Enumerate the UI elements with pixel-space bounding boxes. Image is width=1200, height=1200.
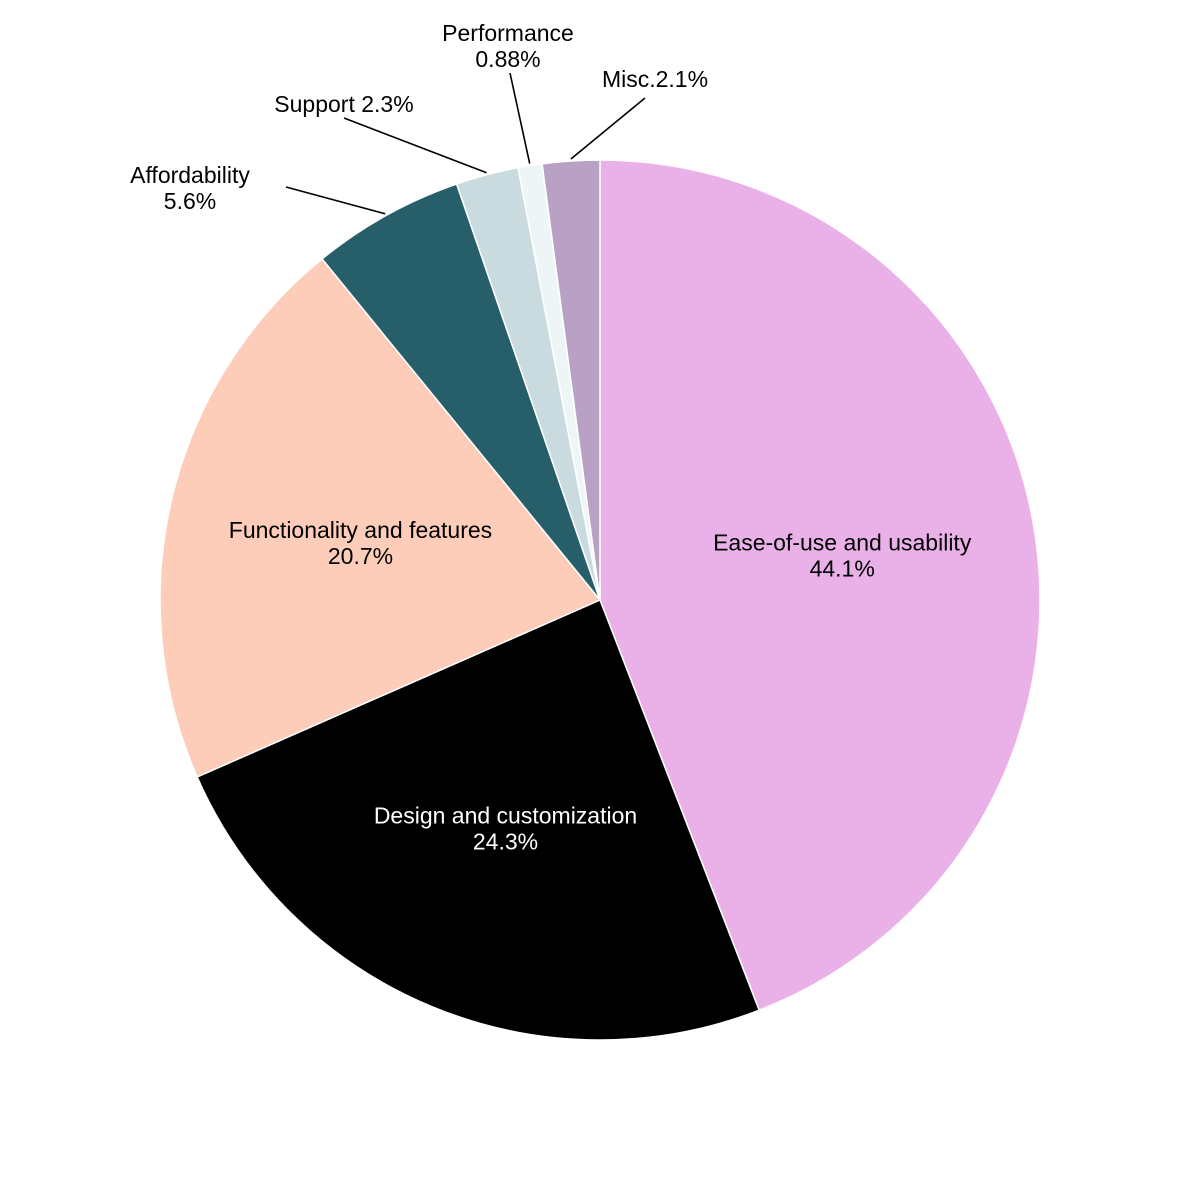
leader-line-performance [509, 72, 531, 164]
slice-label-support: Support 2.3% [274, 91, 413, 117]
leader-line-affordability [285, 186, 386, 215]
slice-label-functionality-and-features-name: Functionality and features [229, 517, 492, 543]
pie-slice-misc [541, 159, 601, 601]
slice-label-misc-name: Misc. [602, 66, 656, 92]
slice-label-support-name: Support [274, 91, 361, 117]
slice-label-affordability-name: Affordability [130, 162, 250, 188]
slice-label-ease-of-use-and-usability-name: Ease-of-use and usability [713, 530, 972, 556]
slice-label-design-and-customization-name: Design and customization [374, 803, 637, 829]
slice-label-misc: Misc.2.1% [602, 66, 708, 92]
leader-line-misc [570, 97, 646, 160]
pie-slice-affordability [321, 183, 601, 601]
leader-line-support [343, 117, 487, 174]
slice-label-ease-of-use-and-usability-value: 44.1% [810, 556, 875, 582]
slice-label-performance-name: Performance [442, 20, 574, 46]
slice-label-performance-value: 0.88% [475, 46, 540, 72]
pie-slices [159, 159, 1041, 1041]
slice-label-misc-value: 2.1% [656, 66, 708, 92]
slice-label-affordability-value: 5.6% [164, 188, 216, 214]
pie-slice-ease-of-use-and-usability [599, 159, 1041, 1011]
slice-label-support-value: 2.3% [361, 91, 413, 117]
slice-label-functionality-and-features-value: 20.7% [328, 543, 393, 569]
pie-slice-design-and-customization [196, 599, 760, 1041]
pie-slice-functionality-and-features [159, 258, 601, 778]
callout-leaders [285, 72, 646, 215]
slice-label-design-and-customization-value: 24.3% [473, 829, 538, 855]
